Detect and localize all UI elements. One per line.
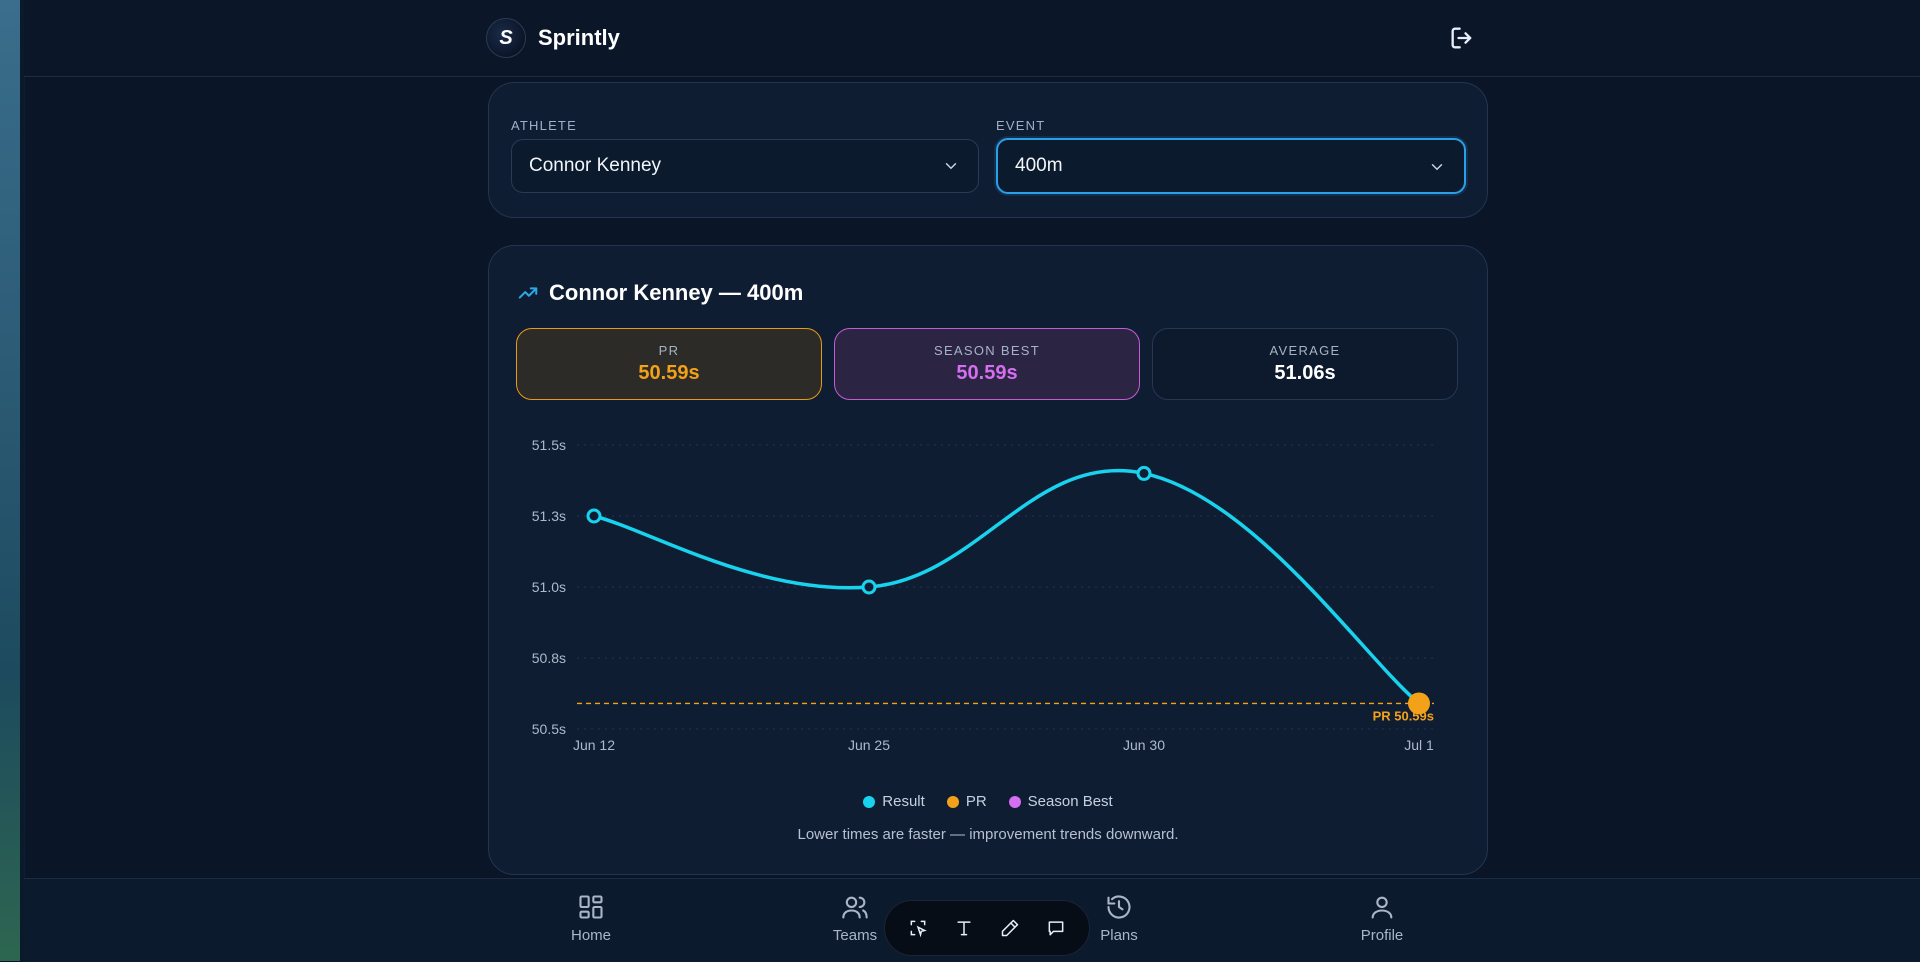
athlete-select[interactable]: Connor Kenney	[511, 139, 979, 193]
dashboard-icon	[579, 895, 603, 919]
y-tick-label: 51.5s	[532, 437, 566, 453]
chart-heading: Connor Kenney — 400m	[517, 280, 803, 306]
pr-line-label: PR 50.59s	[1373, 708, 1434, 723]
x-tick-label: Jun 25	[848, 737, 890, 753]
athlete-label: ATHLETE	[511, 118, 577, 133]
average-stat: AVERAGE 51.06s	[1152, 328, 1458, 400]
legend-item-pr[interactable]: PR	[946, 793, 987, 810]
event-select-value: 400m	[1015, 155, 1063, 176]
x-tick-label: Jun 12	[573, 737, 615, 753]
x-tick-label: Jul 1	[1404, 737, 1434, 753]
filter-card: ATHLETE Connor Kenney EVENT 400m	[488, 82, 1488, 218]
legend-label: Result	[882, 793, 925, 810]
trending-up-icon	[518, 287, 538, 299]
annotation-toolbar	[884, 900, 1090, 956]
app-name: Sprintly	[538, 25, 620, 50]
text-icon[interactable]	[952, 916, 976, 940]
chart-legend: Result PR Season Best	[489, 793, 1487, 810]
nav-home-label: Home	[570, 927, 611, 944]
result-series-line	[592, 468, 1421, 706]
average-stat-label: AVERAGE	[1269, 343, 1341, 358]
legend-item-result[interactable]: Result	[863, 793, 925, 810]
result-point	[1136, 465, 1152, 481]
season-best-stat: SEASON BEST 50.59s	[834, 328, 1140, 400]
progress-chart-card: Connor Kenney — 400m PR 50.59s SEASON BE…	[488, 245, 1488, 875]
legend-item-season-best[interactable]: Season Best	[1008, 793, 1113, 810]
x-tick-label: Jun 30	[1123, 737, 1165, 753]
pen-icon[interactable]	[998, 916, 1022, 940]
pr-legend-dot	[946, 795, 959, 808]
sprintly-logo: S	[486, 18, 526, 58]
athlete-select-value: Connor Kenney	[529, 155, 662, 176]
legend-label: Season Best	[1027, 793, 1113, 810]
average-stat-value: 51.06s	[1274, 362, 1336, 384]
season-best-stat-label: SEASON BEST	[933, 343, 1041, 358]
history-icon	[1107, 895, 1131, 919]
pr-stat-label: PR	[658, 343, 680, 358]
nav-teams[interactable]: Teams	[795, 893, 915, 944]
background-window-edge	[0, 0, 25, 961]
select-area-icon[interactable]	[906, 916, 930, 940]
app-header: S Sprintly	[24, 0, 1920, 77]
nav-profile[interactable]: Profile	[1322, 893, 1442, 944]
logout-icon[interactable]	[1448, 24, 1476, 52]
y-tick-label: 50.8s	[532, 650, 566, 666]
chevron-down-icon	[1431, 164, 1443, 171]
event-label: EVENT	[996, 118, 1046, 133]
result-point	[861, 579, 877, 595]
pr-point	[1408, 692, 1430, 715]
pr-stat-value: 50.59s	[638, 362, 700, 384]
y-tick-label: 51.0s	[532, 579, 566, 595]
brand[interactable]: S Sprintly	[486, 18, 620, 58]
legend-label: PR	[965, 793, 987, 810]
y-tick-label: 50.5s	[532, 721, 566, 737]
y-tick-label: 51.3s	[532, 508, 566, 524]
chevron-down-icon	[945, 163, 957, 170]
nav-plans[interactable]: Plans	[1059, 893, 1179, 944]
result-legend-dot	[863, 795, 876, 808]
nav-home[interactable]: Home	[531, 893, 651, 944]
nav-profile-label: Profile	[1360, 927, 1404, 944]
chart-title: Connor Kenney — 400m	[549, 280, 804, 305]
users-icon	[842, 896, 868, 919]
nav-teams-label: Teams	[832, 927, 878, 944]
chart-note: Lower times are faster — improvement tre…	[797, 826, 1179, 843]
event-select[interactable]: 400m	[996, 138, 1466, 194]
season-best-legend-dot	[1008, 795, 1021, 808]
nav-plans-label: Plans	[1100, 927, 1138, 944]
user-icon	[1371, 896, 1393, 919]
season-best-stat-value: 50.59s	[956, 362, 1018, 384]
comment-icon[interactable]	[1044, 916, 1068, 940]
pr-stat: PR 50.59s	[516, 328, 822, 400]
progress-line-chart: 51.5s 51.3s 51.0s 50.8s 50.5s Jun 12 Jun 25 Jun…	[532, 437, 1434, 753]
result-point	[586, 508, 602, 524]
